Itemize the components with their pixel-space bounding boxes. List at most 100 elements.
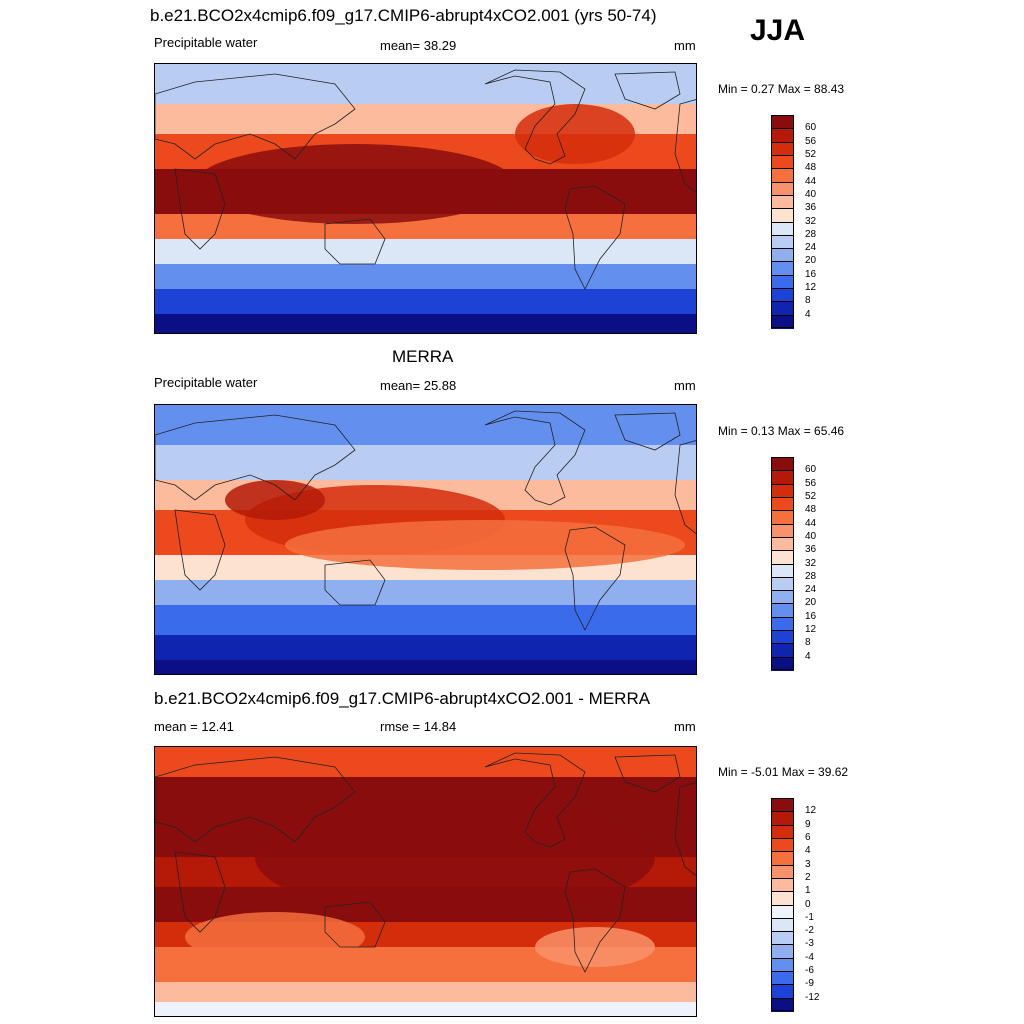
colorbar-swatch — [771, 550, 794, 565]
colorbar-frame — [771, 457, 794, 670]
map-feature — [285, 520, 685, 570]
colorbar-swatch — [771, 877, 794, 893]
colorbar-label: 4 — [805, 650, 811, 662]
colorbar-label: 56 — [805, 477, 817, 489]
colorbar-label: -4 — [805, 951, 814, 963]
panel-3-rmse: rmse = 14.84 — [380, 719, 457, 734]
colorbar-swatch — [771, 837, 794, 853]
panel-2-colorbar: 60 56 52 48 44 40 36 32 28 24 20 16 12 8 4 — [771, 457, 816, 671]
colorbar-label: 4 — [805, 308, 811, 320]
colorbar-label: 8 — [805, 295, 811, 307]
panel-1-variable: Precipitable water — [154, 35, 258, 50]
colorbar-label: 3 — [805, 858, 811, 870]
panel-2-mean: mean= 25.88 — [380, 378, 457, 393]
colorbar-label: 56 — [805, 135, 817, 147]
colorbar-swatch — [771, 590, 794, 605]
colorbar-label: 12 — [805, 805, 817, 817]
colorbar-label: 52 — [805, 490, 817, 502]
map-band — [155, 635, 696, 661]
coastline — [174, 509, 226, 591]
colorbar-label: 44 — [805, 517, 817, 529]
colorbar-swatch — [771, 510, 794, 525]
panel-2-map — [154, 404, 697, 675]
panel-3-colorbar: 12 9 6 4 3 2 1 0 -1 -2 -3 -4 -6 -9 -12 — [771, 798, 819, 1012]
colorbar-label: -3 — [805, 938, 814, 950]
colorbar-swatch — [771, 917, 794, 933]
panel-3-units: mm — [674, 719, 696, 734]
map-field — [155, 405, 696, 674]
map-band — [155, 264, 696, 290]
panel-1-map — [154, 63, 697, 334]
colorbar-label: -2 — [805, 925, 814, 937]
colorbar-swatch — [771, 616, 794, 632]
colorbar-swatch — [771, 168, 794, 183]
map-band — [155, 660, 696, 674]
colorbar-label: 8 — [805, 637, 811, 649]
map-field — [155, 747, 696, 1016]
coastline — [324, 901, 386, 948]
colorbar-swatch — [771, 971, 794, 986]
colorbar-label: 28 — [805, 228, 817, 240]
map-feature — [185, 912, 365, 962]
colorbar-label: 4 — [805, 845, 811, 857]
colorbar-label: 32 — [805, 557, 817, 569]
colorbar-swatch — [771, 274, 794, 290]
colorbar-swatch — [771, 181, 794, 196]
coastline — [614, 412, 681, 451]
coastline — [674, 440, 696, 534]
coastline — [614, 71, 681, 110]
colorbar-swatch — [771, 944, 794, 959]
colorbar-swatch — [771, 141, 794, 156]
season-label: JJA — [750, 14, 806, 47]
colorbar-swatch — [771, 523, 794, 538]
panel-3-mean: mean = 12.41 — [154, 719, 234, 734]
coastline — [564, 185, 626, 290]
panel-1-colorbar: 60 56 52 48 44 40 36 32 28 24 20 16 12 8 4 — [771, 115, 816, 329]
panel-3-minmax: Min = -5.01 Max = 39.62 — [718, 765, 849, 779]
colorbar-label: 36 — [805, 202, 817, 214]
colorbar-swatch — [771, 997, 794, 1012]
colorbar-swatch — [771, 563, 794, 578]
coastline — [174, 168, 226, 250]
colorbar-swatch — [771, 314, 794, 329]
colorbar-frame — [771, 798, 794, 1011]
coastline — [614, 754, 681, 793]
panel-2-units: mm — [674, 378, 696, 393]
colorbar-label: 60 — [805, 464, 817, 476]
map-feature — [255, 797, 655, 917]
colorbar-label: -9 — [805, 978, 814, 990]
coastline — [564, 526, 626, 631]
map-band — [155, 239, 696, 265]
colorbar-label: 24 — [805, 242, 817, 254]
colorbar-label: 1 — [805, 885, 811, 897]
colorbar-swatch — [771, 128, 794, 143]
colorbar-swatch — [771, 301, 794, 316]
colorbar-swatch — [771, 261, 794, 276]
map-band — [155, 314, 696, 333]
panel-2-variable: Precipitable water — [154, 375, 258, 390]
map-band — [155, 747, 696, 778]
panel-1-minmax: Min = 0.27 Max = 88.43 — [718, 82, 845, 96]
colorbar-label: 60 — [805, 122, 817, 134]
map-band — [155, 982, 696, 1003]
colorbar-label: 20 — [805, 597, 817, 609]
colorbar-swatch — [771, 496, 794, 512]
colorbar-swatch — [771, 234, 794, 250]
colorbar-label: -6 — [805, 965, 814, 977]
colorbar-swatch — [771, 891, 794, 906]
coastline — [155, 414, 356, 501]
colorbar-swatch — [771, 904, 794, 919]
panel-1-units: mm — [674, 38, 696, 53]
map-feature — [195, 144, 515, 224]
colorbar-label: 32 — [805, 215, 817, 227]
coastline — [674, 782, 696, 876]
colorbar-swatch — [771, 194, 794, 210]
colorbar-swatch — [771, 576, 794, 592]
map-band — [155, 289, 696, 315]
colorbar-label: 24 — [805, 584, 817, 596]
colorbar-label: 6 — [805, 831, 811, 843]
colorbar-label: 16 — [805, 610, 817, 622]
coastline — [674, 99, 696, 193]
colorbar-swatch — [771, 483, 794, 498]
colorbar-label: 12 — [805, 624, 817, 636]
